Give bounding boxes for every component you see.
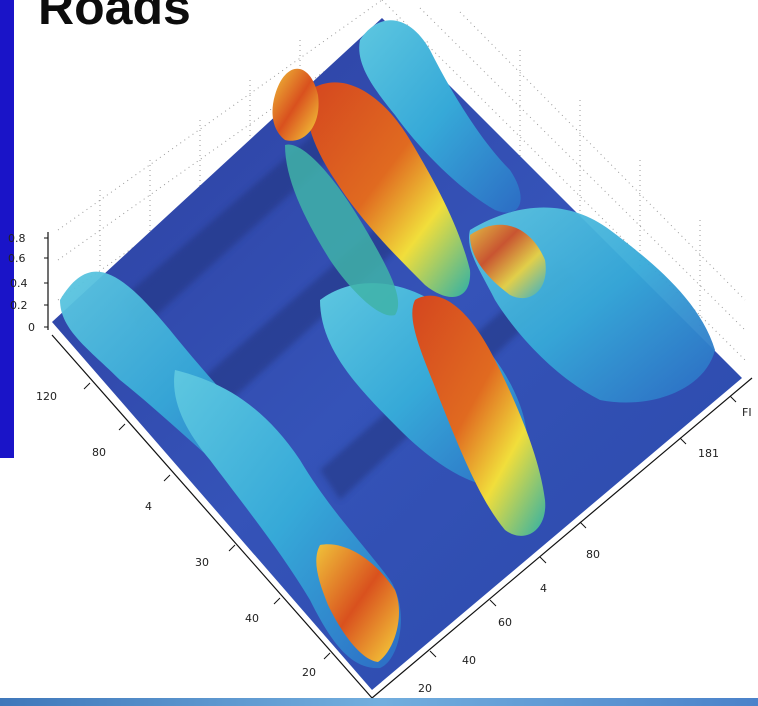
right-axis-tick-label: 80 — [586, 548, 600, 561]
tick-marks — [44, 237, 737, 660]
ridge-top-small — [272, 68, 319, 141]
left-axis-tick-label: 20 — [302, 666, 316, 679]
left-axis — [51, 334, 373, 699]
right-axis-tick-label: FI — [742, 406, 752, 419]
ridge-left-center — [285, 144, 399, 316]
left-axis-tick-label: 40 — [245, 612, 259, 625]
z-tick-label: 0.8 — [8, 232, 26, 245]
ridge-top-main — [306, 82, 471, 297]
right-axis-tick-label: 181 — [698, 447, 719, 460]
z-tick-label: 0.6 — [8, 252, 26, 265]
page-title: Roads — [38, 0, 191, 35]
surface — [52, 18, 742, 690]
z-tick-labels: 0.8 0.6 0.4 0.2 0 — [8, 232, 35, 334]
ridge-top-right — [359, 20, 521, 213]
left-axis-tick-label: 80 — [92, 446, 106, 459]
right-axis — [371, 377, 753, 699]
ridge-center — [412, 295, 546, 536]
axes — [47, 232, 753, 699]
z-tick-label: 0.4 — [10, 277, 28, 290]
left-axis-labels: 120 80 4 30 40 20 — [36, 390, 316, 679]
right-axis-tick-label: 20 — [418, 682, 432, 695]
ridge-bottom-peak — [316, 544, 399, 662]
right-axis-labels: 20 40 60 4 80 181 FI — [418, 406, 752, 695]
side-accent-bar — [0, 0, 14, 458]
z-tick-label: 0.2 — [10, 299, 28, 312]
right-axis-tick-label: 40 — [462, 654, 476, 667]
left-axis-tick-label: 4 — [145, 500, 152, 513]
right-axis-tick-label: 4 — [540, 582, 547, 595]
bottom-strip — [0, 698, 758, 706]
ridge-right-hump — [470, 224, 546, 299]
left-axis-tick-label: 120 — [36, 390, 57, 403]
left-axis-tick-label: 30 — [195, 556, 209, 569]
z-tick-label: 0 — [28, 321, 35, 334]
right-axis-tick-label: 60 — [498, 616, 512, 629]
